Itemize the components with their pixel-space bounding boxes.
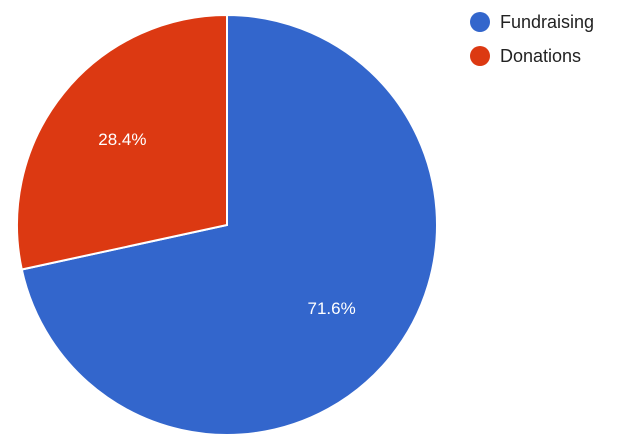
pie-slice-donations[interactable] (16, 13, 228, 271)
pie-slices (16, 13, 438, 436)
legend-item-fundraising[interactable]: Fundraising (470, 10, 594, 34)
legend-item-donations[interactable]: Donations (470, 44, 594, 68)
slice-labels: 71.6% 28.4% (98, 130, 355, 318)
pie-chart: 71.6% 28.4% (16, 13, 438, 436)
legend-label-donations: Donations (500, 45, 582, 66)
legend-marker-fundraising (470, 12, 490, 32)
legend-marker-donations (470, 46, 490, 66)
legend-label-fundraising: Fundraising (500, 11, 595, 32)
slice-label-fundraising: 71.6% (308, 299, 356, 318)
legend: Fundraising Donations (470, 10, 594, 78)
slice-label-donations: 28.4% (98, 130, 146, 149)
pie-slice-fundraising[interactable] (20, 13, 438, 436)
